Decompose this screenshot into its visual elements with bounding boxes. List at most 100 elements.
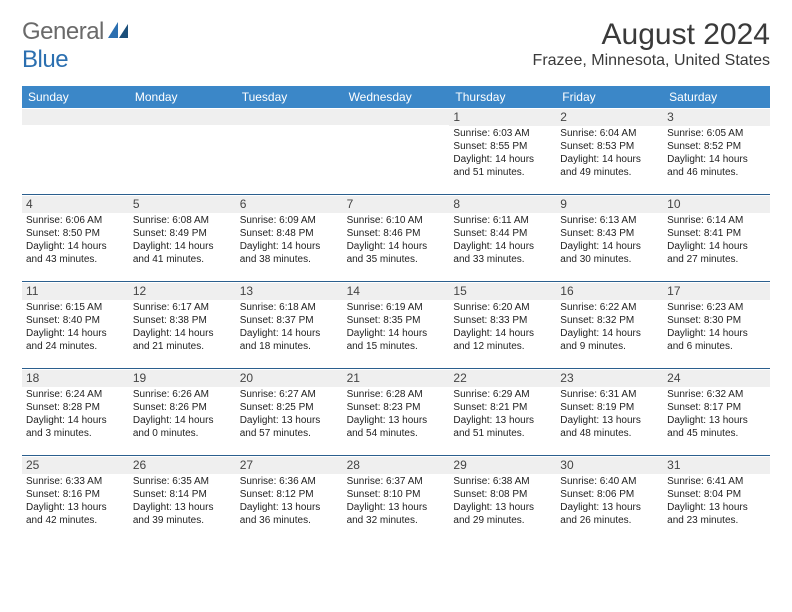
day-number: 8 (449, 196, 556, 213)
sunset-text: Sunset: 8:37 PM (240, 315, 339, 328)
sunrise-text: Sunrise: 6:18 AM (240, 302, 339, 315)
day-number (129, 109, 236, 125)
day-header: Thursday (449, 86, 556, 108)
sunset-text: Sunset: 8:33 PM (453, 315, 552, 328)
daylight-text: Daylight: 14 hours and 41 minutes. (133, 241, 232, 267)
sunrise-text: Sunrise: 6:19 AM (347, 302, 446, 315)
sunset-text: Sunset: 8:30 PM (667, 315, 766, 328)
day-number: 30 (556, 457, 663, 474)
week-row: 4Sunrise: 6:06 AMSunset: 8:50 PMDaylight… (22, 194, 770, 281)
sunset-text: Sunset: 8:04 PM (667, 489, 766, 502)
sunrise-text: Sunrise: 6:17 AM (133, 302, 232, 315)
day-header: Sunday (22, 86, 129, 108)
daylight-text: Daylight: 14 hours and 49 minutes. (560, 154, 659, 180)
day-cell: 22Sunrise: 6:29 AMSunset: 8:21 PMDayligh… (449, 369, 556, 455)
day-number: 31 (663, 457, 770, 474)
week-row: 25Sunrise: 6:33 AMSunset: 8:16 PMDayligh… (22, 455, 770, 542)
daylight-text: Daylight: 14 hours and 33 minutes. (453, 241, 552, 267)
day-number: 20 (236, 370, 343, 387)
sunrise-text: Sunrise: 6:03 AM (453, 128, 552, 141)
sunrise-text: Sunrise: 6:33 AM (26, 476, 125, 489)
day-cell: 7Sunrise: 6:10 AMSunset: 8:46 PMDaylight… (343, 195, 450, 281)
day-cell: 30Sunrise: 6:40 AMSunset: 8:06 PMDayligh… (556, 456, 663, 542)
daylight-text: Daylight: 14 hours and 0 minutes. (133, 415, 232, 441)
daylight-text: Daylight: 14 hours and 9 minutes. (560, 328, 659, 354)
day-number: 29 (449, 457, 556, 474)
day-cell: 23Sunrise: 6:31 AMSunset: 8:19 PMDayligh… (556, 369, 663, 455)
day-number (343, 109, 450, 125)
daylight-text: Daylight: 13 hours and 48 minutes. (560, 415, 659, 441)
sunset-text: Sunset: 8:23 PM (347, 402, 446, 415)
sunset-text: Sunset: 8:40 PM (26, 315, 125, 328)
sunset-text: Sunset: 8:38 PM (133, 315, 232, 328)
sunrise-text: Sunrise: 6:32 AM (667, 389, 766, 402)
day-cell: 20Sunrise: 6:27 AMSunset: 8:25 PMDayligh… (236, 369, 343, 455)
day-cell: 2Sunrise: 6:04 AMSunset: 8:53 PMDaylight… (556, 108, 663, 194)
day-number: 3 (663, 109, 770, 126)
daylight-text: Daylight: 14 hours and 15 minutes. (347, 328, 446, 354)
sunset-text: Sunset: 8:52 PM (667, 141, 766, 154)
sunrise-text: Sunrise: 6:13 AM (560, 215, 659, 228)
day-cell: 15 Sunrise: 6:20 AMSunset: 8:33 PMDayligh… (449, 282, 556, 368)
sunrise-text: Sunrise: 6:31 AM (560, 389, 659, 402)
daylight-text: Daylight: 14 hours and 43 minutes. (26, 241, 125, 267)
day-number: 1 (449, 109, 556, 126)
day-number: 11 (22, 283, 129, 300)
daylight-text: Daylight: 14 hours and 12 minutes. (453, 328, 552, 354)
day-number: 15 (449, 283, 556, 300)
daylight-text: Daylight: 13 hours and 57 minutes. (240, 415, 339, 441)
daylight-text: Daylight: 14 hours and 6 minutes. (667, 328, 766, 354)
sunset-text: Sunset: 8:28 PM (26, 402, 125, 415)
daylight-text: Daylight: 13 hours and 23 minutes. (667, 502, 766, 528)
day-number: 28 (343, 457, 450, 474)
sunrise-text: Sunrise: 6:29 AM (453, 389, 552, 402)
day-cell: 4Sunrise: 6:06 AMSunset: 8:50 PMDaylight… (22, 195, 129, 281)
sunset-text: Sunset: 8:12 PM (240, 489, 339, 502)
weeks-container: 1 Sunrise: 6:03 AMSunset: 8:55 PM Daylight… (22, 108, 770, 542)
week-row: 1 Sunrise: 6:03 AMSunset: 8:55 PM Daylight… (22, 108, 770, 194)
daylight-text: Daylight: 14 hours and 27 minutes. (667, 241, 766, 267)
day-number: 17 (663, 283, 770, 300)
day-cell: 21Sunrise: 6:28 AMSunset: 8:23 PMDayligh… (343, 369, 450, 455)
sunset-text: Sunset: 8:10 PM (347, 489, 446, 502)
day-cell: 31Sunrise: 6:41 AMSunset: 8:04 PMDayligh… (663, 456, 770, 542)
day-cell: 27Sunrise: 6:36 AMSunset: 8:12 PMDayligh… (236, 456, 343, 542)
sunrise-text: Sunrise: 6:28 AM (347, 389, 446, 402)
header: General Blue August 2024 Frazee, Minneso… (22, 18, 770, 74)
daylight-text: Daylight: 13 hours and 29 minutes. (453, 502, 552, 528)
daylight-text: Daylight: 13 hours and 54 minutes. (347, 415, 446, 441)
day-cell (22, 108, 129, 194)
day-header-row: Sunday Monday Tuesday Wednesday Thursday… (22, 86, 770, 108)
day-cell (129, 108, 236, 194)
sunset-text: Sunset: 8:48 PM (240, 228, 339, 241)
sunset-text: Sunset: 8:35 PM (347, 315, 446, 328)
day-cell: 8 Sunrise: 6:11 AMSunset: 8:44 PMDaylight… (449, 195, 556, 281)
day-cell: 1Sunrise: 6:03 AMSunset: 8:55 PMDaylight… (449, 108, 556, 194)
day-cell: 6Sunrise: 6:09 AMSunset: 8:48 PMDaylight… (236, 195, 343, 281)
day-number: 14 (343, 283, 450, 300)
sunset-text: Sunset: 8:19 PM (560, 402, 659, 415)
day-number (236, 109, 343, 125)
sunrise-text: Sunrise: 6:20 AM (453, 302, 552, 315)
day-cell: 25Sunrise: 6:33 AMSunset: 8:16 PMDayligh… (22, 456, 129, 542)
sunset-text: Sunset: 8:26 PM (133, 402, 232, 415)
sunset-text: Sunset: 8:49 PM (133, 228, 232, 241)
daylight-text: Daylight: 14 hours and 46 minutes. (667, 154, 766, 180)
sunrise-text: Sunrise: 6:35 AM (133, 476, 232, 489)
daylight-text: Daylight: 13 hours and 39 minutes. (133, 502, 232, 528)
sunset-text: Sunset: 8:55 PM (453, 141, 552, 154)
day-header: Wednesday (343, 86, 450, 108)
day-cell: 13Sunrise: 6:18 AMSunset: 8:37 PMDayligh… (236, 282, 343, 368)
sunrise-text: Sunrise: 6:05 AM (667, 128, 766, 141)
day-number: 9 (556, 196, 663, 213)
day-number: 12 (129, 283, 236, 300)
sunset-text: Sunset: 8:44 PM (453, 228, 552, 241)
sunrise-text: Sunrise: 6:09 AM (240, 215, 339, 228)
day-header: Friday (556, 86, 663, 108)
sunrise-text: Sunrise: 6:26 AM (133, 389, 232, 402)
day-cell: 26Sunrise: 6:35 AMSunset: 8:14 PMDayligh… (129, 456, 236, 542)
day-cell: 3 Sunrise: 6:05 AMSunset: 8:52 PMDaylight… (663, 108, 770, 194)
day-number: 6 (236, 196, 343, 213)
sunrise-text: Sunrise: 6:11 AM (453, 215, 552, 228)
sunset-text: Sunset: 8:14 PM (133, 489, 232, 502)
